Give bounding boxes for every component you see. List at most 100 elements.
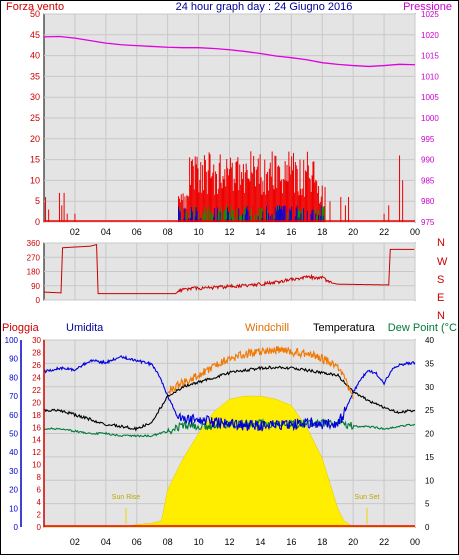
dew-point-label: Dew Point (°C [388, 322, 457, 334]
compass-label: N [437, 310, 445, 322]
direction-tick-label: 180 [27, 268, 41, 277]
wind-axis-title: Forza vento [6, 1, 64, 13]
hour-tick-label: 16 [286, 227, 296, 237]
wind-tick-label: 35 [30, 71, 40, 81]
pressure-tick-label: 980 [421, 197, 435, 206]
temperature-tick-label: 5 [425, 500, 430, 509]
direction-tick-label: 360 [27, 239, 41, 248]
hour-tick-label: 10 [194, 537, 204, 547]
sunrise-annotation: Sun Rise [112, 494, 141, 501]
rain-tick-label: 12 [32, 448, 41, 457]
hour-tick-label: 14 [255, 227, 265, 237]
humidity-tick-label: 20 [9, 486, 18, 495]
temperature-humidity-panel: 0102030405060708090100024681012141618202… [2, 322, 457, 547]
pressure-tick-label: 1010 [421, 72, 439, 81]
temperature-label: Temperatura [313, 322, 376, 334]
humidity-tick-label: 10 [9, 504, 18, 513]
pressure-tick-label: 1005 [421, 93, 439, 102]
rain-tick-label: 10 [32, 461, 41, 470]
pressure-tick-label: 1025 [421, 10, 439, 19]
wind-tick-label: 0 [35, 217, 40, 227]
compass-label: W [437, 256, 448, 268]
pressure-line [43, 35, 416, 68]
wind-tick-label: 40 [30, 51, 40, 61]
pressure-axis-title: Pressione [403, 1, 452, 13]
wind-direction-series [43, 243, 415, 295]
temperature-tick-label: 30 [425, 383, 434, 392]
humidity-tick-label: 90 [9, 355, 18, 364]
humidity-tick-label: 40 [9, 448, 18, 457]
wind-tick-label: 25 [30, 113, 40, 123]
humidity-tick-label: 30 [9, 467, 18, 476]
hour-tick-label: 06 [132, 537, 142, 547]
temperature-axes: 0102030405060708090100024681012141618202… [5, 336, 435, 547]
pressure-tick-label: 1000 [421, 114, 439, 123]
chart-title: 24 hour graph day : 24 Giugno 2016 [176, 1, 353, 13]
hour-tick-label: 00 [410, 537, 420, 547]
wind-speed-bars [44, 151, 415, 222]
windchill-label: Windchill [245, 322, 289, 334]
humidity-tick-label: 0 [14, 523, 19, 532]
hour-tick-label: 12 [224, 227, 234, 237]
pressure-tick-label: 975 [421, 218, 435, 227]
hour-tick-label: 04 [101, 537, 111, 547]
temperature-tick-label: 20 [425, 430, 434, 439]
rain-tick-label: 0 [37, 523, 42, 532]
humidity-tick-label: 100 [5, 336, 19, 345]
direction-tick-label: 0 [36, 296, 41, 305]
rain-tick-label: 22 [32, 386, 41, 395]
rain-tick-label: 8 [37, 473, 42, 482]
pressure-tick-label: 990 [421, 156, 435, 165]
compass-label: N [437, 237, 445, 249]
temperature-tick-label: 35 [425, 359, 434, 368]
rain-tick-label: 6 [37, 486, 42, 495]
solar-radiation-area [44, 395, 415, 528]
rain-tick-label: 4 [37, 498, 42, 507]
wind-tick-label: 10 [30, 175, 40, 185]
pressure-tick-label: 1015 [421, 52, 439, 61]
hour-tick-label: 08 [163, 537, 173, 547]
wind-tick-label: 45 [30, 30, 40, 40]
hour-tick-label: 06 [132, 227, 142, 237]
hour-tick-label: 20 [348, 227, 358, 237]
rain-tick-label: 30 [32, 336, 41, 345]
hour-tick-label: 18 [317, 227, 327, 237]
temperature-tick-label: 15 [425, 453, 434, 462]
sunset-annotation: Sun Set [355, 494, 380, 501]
hour-tick-label: 22 [379, 227, 389, 237]
compass-label: E [437, 292, 444, 304]
wind-direction-line [43, 243, 415, 295]
dew-point-line [43, 418, 416, 438]
hour-tick-label: 20 [348, 537, 358, 547]
rain-tick-label: 28 [32, 348, 41, 357]
rain-tick-label: 16 [32, 423, 41, 432]
temperature-tick-label: 10 [425, 476, 434, 485]
wind-pressure-axes: 0510152025303540455097598098599099510001… [30, 9, 439, 237]
pressure-tick-label: 985 [421, 176, 435, 185]
temperature-tick-label: 25 [425, 406, 434, 415]
hour-tick-label: 14 [255, 537, 265, 547]
temperature-line [43, 365, 416, 432]
direction-tick-label: 90 [31, 282, 40, 291]
hour-tick-label: 04 [101, 227, 111, 237]
hour-tick-label: 00 [410, 227, 420, 237]
hour-tick-label: 02 [70, 537, 80, 547]
humidity-tick-label: 50 [9, 430, 18, 439]
hour-tick-label: 02 [70, 227, 80, 237]
rain-tick-label: 20 [32, 398, 41, 407]
wind-tick-label: 30 [30, 92, 40, 102]
hour-tick-label: 18 [317, 537, 327, 547]
direction-tick-label: 270 [27, 253, 41, 262]
compass-label: S [437, 274, 444, 286]
temperature-tick-label: 40 [425, 336, 434, 345]
hour-tick-label: 16 [286, 537, 296, 547]
humidity-tick-label: 70 [9, 392, 18, 401]
humidity-tick-label: 60 [9, 411, 18, 420]
rain-tick-label: 26 [32, 361, 41, 370]
hour-tick-label: 22 [379, 537, 389, 547]
wind-tick-label: 15 [30, 155, 40, 165]
